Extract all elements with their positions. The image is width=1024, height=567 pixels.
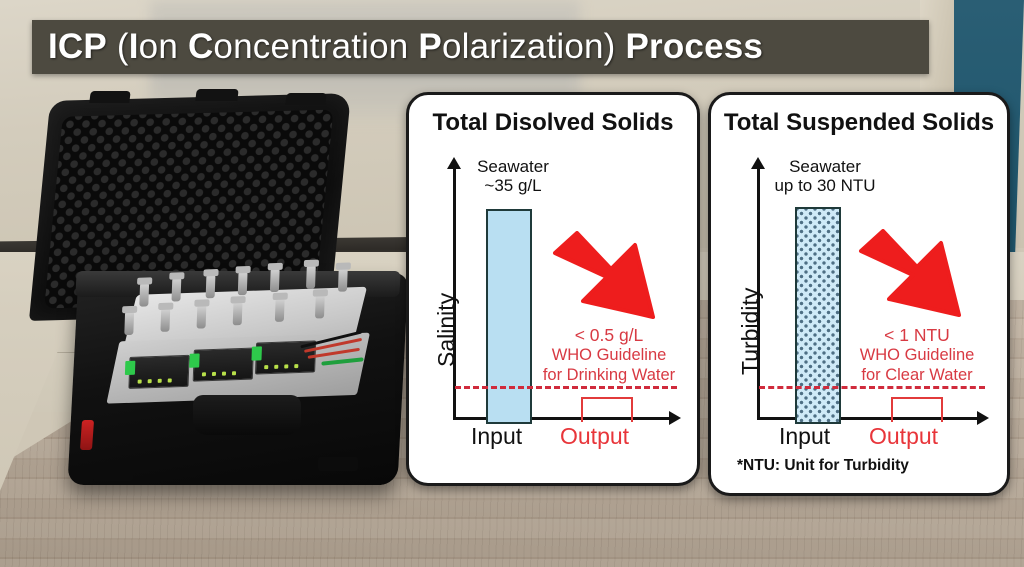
- panel-total-suspended-solids: Total Suspended Solids Turbidity Seawate…: [708, 92, 1010, 496]
- y-axis-line: [757, 169, 760, 419]
- case-foot: [318, 457, 358, 471]
- case-handle: [193, 395, 301, 435]
- tubing-fitting: [160, 307, 171, 332]
- annotation-line1: Seawater: [789, 157, 861, 176]
- case-lid-latch: [285, 93, 327, 105]
- y-axis-label-salinity: Salinity: [433, 292, 459, 367]
- y-axis-label-turbidity: Turbidity: [737, 287, 763, 375]
- x-tick-label-input: Input: [471, 423, 523, 449]
- control-board: [189, 347, 254, 382]
- case-lid-latch: [195, 89, 239, 101]
- green-terminal-block: [189, 353, 200, 368]
- tubing-fitting: [337, 267, 348, 292]
- who-guideline-line3: for Drinking Water: [542, 365, 676, 384]
- case-red-latch: [79, 420, 95, 450]
- status-led: [211, 371, 217, 377]
- x-tick-label-input: Input: [779, 423, 831, 449]
- x-axis-arrowhead: [977, 411, 989, 425]
- who-threshold-value: < 0.5 g/L: [574, 325, 644, 345]
- tubing-fitting: [237, 270, 248, 296]
- title-letter-p: P: [418, 27, 442, 66]
- tubing-fitting: [314, 294, 325, 319]
- tubing-fitting: [232, 301, 243, 326]
- annotation-line2: ~35 g/L: [484, 176, 542, 196]
- panel-title-tss: Total Suspended Solids: [723, 109, 995, 136]
- tubing-fitting: [269, 267, 280, 293]
- page-title: ICP (Ion Concentration Polarization) Pro…: [48, 27, 763, 67]
- who-guideline-text-tss: < 1 NTU WHO Guideline for Clear Water: [841, 325, 993, 386]
- title-paren-close: ): [603, 27, 626, 66]
- x-tick-label-output: Output: [560, 423, 630, 449]
- status-led: [167, 378, 172, 383]
- bar-output-turbidity: [891, 397, 943, 422]
- title-letter-c: C: [187, 27, 214, 66]
- title-letter-i: I: [128, 27, 139, 66]
- x-axis-line: [453, 417, 671, 420]
- tubing-fitting: [196, 304, 207, 329]
- status-led: [284, 364, 289, 369]
- panel-total-dissolved-solids: Total Disolved Solids Salinity Seawater …: [406, 92, 700, 486]
- bar-input-turbidity: [795, 207, 841, 424]
- who-guideline-line2: WHO Guideline: [859, 346, 975, 364]
- who-threshold-value: < 1 NTU: [884, 325, 950, 345]
- chart-tds: Salinity Seawater ~35 g/L < 0.5 g/L WHO …: [409, 95, 697, 483]
- bar-output-salinity: [581, 397, 633, 422]
- status-led: [231, 371, 237, 376]
- title-paren-open: (: [106, 27, 129, 66]
- tubing-fitting: [139, 282, 150, 307]
- tubing-fitting: [124, 310, 135, 336]
- green-terminal-block: [124, 360, 136, 376]
- x-axis-line: [757, 417, 979, 420]
- control-board: [124, 354, 190, 389]
- title-word-olarization: olarization: [441, 27, 604, 66]
- tubing-fitting: [306, 264, 316, 289]
- panel-title-tds: Total Disolved Solids: [432, 109, 674, 136]
- who-guideline-dashed-line: [759, 386, 985, 389]
- title-acronym: ICP: [48, 27, 107, 66]
- who-guideline-dashed-line: [455, 386, 677, 389]
- status-led: [294, 364, 299, 369]
- title-word-process: Process: [625, 27, 764, 66]
- case-foot: [93, 467, 133, 481]
- y-axis-arrowhead: [751, 157, 765, 169]
- who-guideline-line3: for Clear Water: [861, 365, 973, 384]
- annotation-line1: Seawater: [477, 157, 549, 176]
- annotation-input-seawater: Seawater up to 30 NTU: [755, 157, 895, 195]
- bar-input-salinity: [486, 209, 532, 424]
- desalination-module: [106, 264, 381, 409]
- x-tick-label-output: Output: [869, 423, 939, 449]
- tubing-fitting: [205, 274, 216, 299]
- who-guideline-text-tds: < 0.5 g/L WHO Guideline for Drinking Wat…: [533, 325, 685, 386]
- status-led: [274, 364, 279, 369]
- red-down-right-arrow-icon: [553, 231, 655, 319]
- red-down-right-arrow-icon: [859, 229, 961, 317]
- case-lid-latch: [89, 91, 131, 103]
- annotation-line2: up to 30 NTU: [774, 176, 876, 196]
- title-word-oncentration: oncentration: [213, 27, 419, 66]
- status-led: [147, 379, 152, 384]
- chart-tss: Turbidity Seawater up to 30 NTU < 1 NTU …: [711, 95, 1007, 493]
- footnote-ntu-definition: *NTU: Unit for Turbidity: [737, 457, 909, 474]
- tubing-fitting: [171, 277, 182, 302]
- x-axis-arrowhead: [669, 411, 681, 425]
- title-word-on: on: [138, 27, 188, 66]
- page-title-banner: ICP (Ion Concentration Polarization) Pro…: [32, 20, 929, 74]
- status-led: [201, 372, 207, 377]
- portable-desalination-case-photo: [18, 89, 418, 540]
- annotation-input-seawater: Seawater ~35 g/L: [463, 157, 563, 195]
- who-guideline-line2: WHO Guideline: [551, 346, 667, 364]
- status-led: [264, 365, 269, 370]
- status-led: [221, 371, 227, 376]
- tubing-fitting: [274, 297, 285, 322]
- status-led: [157, 378, 162, 383]
- y-axis-arrowhead: [447, 157, 461, 169]
- status-led: [137, 379, 142, 384]
- y-axis-line: [453, 169, 456, 419]
- green-terminal-block: [251, 346, 262, 361]
